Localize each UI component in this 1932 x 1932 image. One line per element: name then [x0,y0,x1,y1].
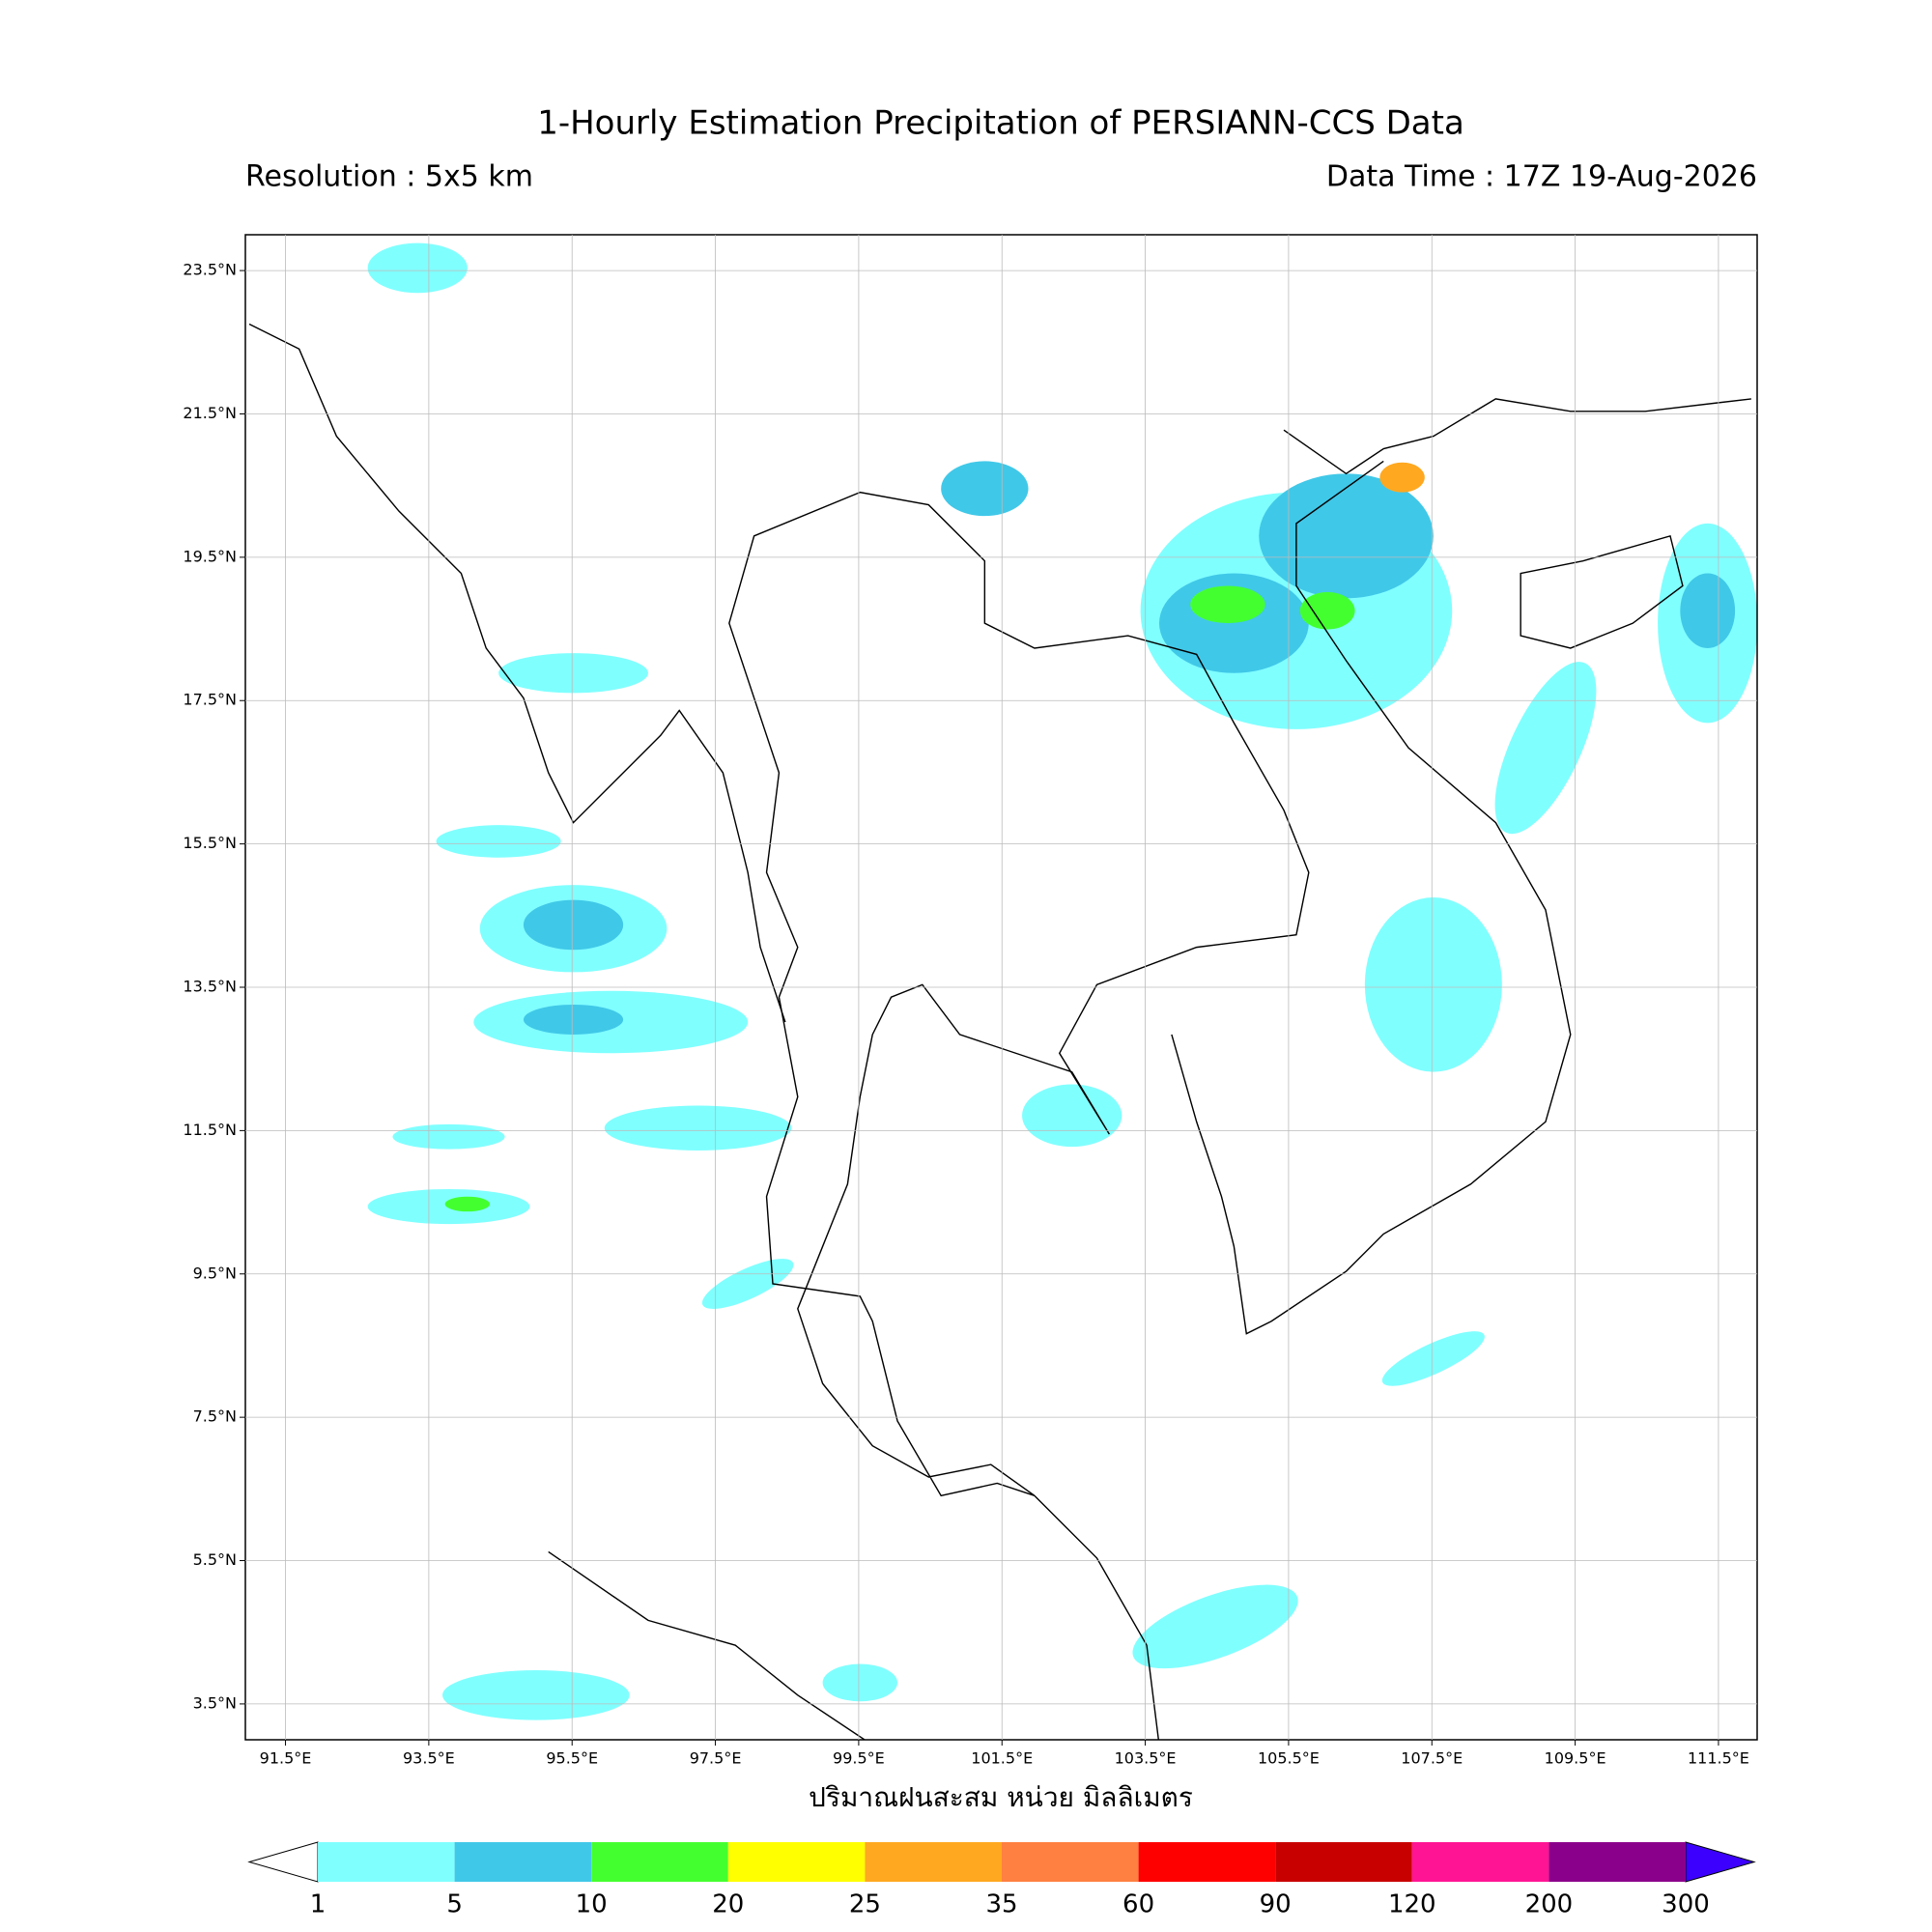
colorbar-label: 25 [849,1890,881,1919]
lon-tick-label: 95.5°E [546,1749,598,1768]
rain-area [1299,591,1355,630]
lon-tick-label: 93.5°E [403,1749,455,1768]
rain-area [523,1004,624,1035]
colorbar-segment [727,1842,866,1882]
rain-area [523,899,624,951]
rain-field [367,242,1757,1720]
rain-area [367,242,468,294]
lon-tick-label: 101.5°E [971,1749,1033,1768]
colorbar-segment [865,1842,1002,1882]
colorbar-label: 300 [1662,1890,1710,1919]
rain-area [436,825,561,858]
coastlines [248,323,1751,1740]
colorbar-over [1685,1841,1756,1883]
resolution: Resolution : 5x5 km [245,160,533,194]
colorbar-segment [1002,1842,1139,1882]
lat-tick-label: 19.5°N [183,547,237,565]
colorbar-segment [1411,1842,1549,1882]
rain-area [442,1670,630,1720]
rain-area [1259,473,1434,599]
lat-tick-label: 11.5°N [183,1121,237,1139]
lat-tick-label: 13.5°N [183,978,237,996]
lat-tick-label: 23.5°N [183,261,237,279]
colorbar-segment [591,1842,728,1882]
lat-tick-label: 21.5°N [183,404,237,422]
colorbar-under [247,1841,319,1883]
colorbar-label: 120 [1388,1890,1436,1919]
lon-tick-label: 105.5°E [1258,1749,1320,1768]
colorbar-segment [1548,1842,1686,1882]
rain-area [1381,1331,1485,1386]
lat-tick-label: 9.5°N [193,1264,237,1282]
colorbar-label: 60 [1122,1890,1154,1919]
x-axis-label: ปริมาณฝนสะสม หน่วย มิลลิเมตร [809,1781,1193,1813]
colorbar-label: 5 [446,1890,463,1919]
rain-area [1022,1084,1122,1148]
lon-tick-label: 111.5°E [1688,1749,1749,1768]
rain-area [822,1663,898,1702]
lon-tick-label: 103.5°E [1115,1749,1177,1768]
rain-area [1494,662,1597,835]
lon-tick-label: 99.5°E [833,1749,885,1768]
rain-area [1132,1584,1298,1669]
rain-area [392,1123,505,1150]
data-time: Data Time : 17Z 19-Aug-2026 [1326,160,1757,194]
colorbar-label: 200 [1525,1890,1574,1919]
rain-area [444,1196,491,1212]
hainan-coast [1520,534,1684,649]
rain-area [701,1259,794,1309]
colorbar-label: 35 [985,1890,1017,1919]
indochina-coast [1171,398,1751,1335]
lon-tick-label: 109.5°E [1545,1749,1606,1768]
lon-tick-label: 97.5°E [690,1749,742,1768]
lat-tick-label: 15.5°N [183,834,237,852]
lat-tick-label: 7.5°N [193,1407,237,1426]
rain-area [1190,585,1265,624]
lat-tick-label: 17.5°N [183,691,237,709]
thailand-border [728,491,1310,1497]
colorbar-segment [454,1842,592,1882]
lon-tick-label: 107.5°E [1401,1749,1463,1768]
colorbar-label: 20 [712,1890,744,1919]
colorbar-label: 1 [310,1890,327,1919]
rain-area [1364,897,1502,1072]
malaya-sumatra-coast [548,1494,1160,1740]
colorbar-segment [1275,1842,1412,1882]
lat-tick-label: 3.5°N [193,1693,237,1712]
rain-area [498,653,648,694]
colorbar-label: 10 [576,1890,608,1919]
rain-area [941,461,1029,517]
map-layer [248,242,1757,1740]
lat-tick-label: 5.5°N [193,1550,237,1569]
colorbar-label: 90 [1260,1890,1292,1919]
colorbar-segment [318,1842,455,1882]
rain-area [1379,462,1425,493]
lon-tick-label: 91.5°E [260,1749,312,1768]
colorbar-segment [1138,1842,1276,1882]
myanmar-coast [248,323,786,1023]
rain-area [604,1105,792,1151]
title: 1-Hourly Estimation Precipitation of PER… [537,104,1464,143]
rain-area [1680,573,1736,648]
